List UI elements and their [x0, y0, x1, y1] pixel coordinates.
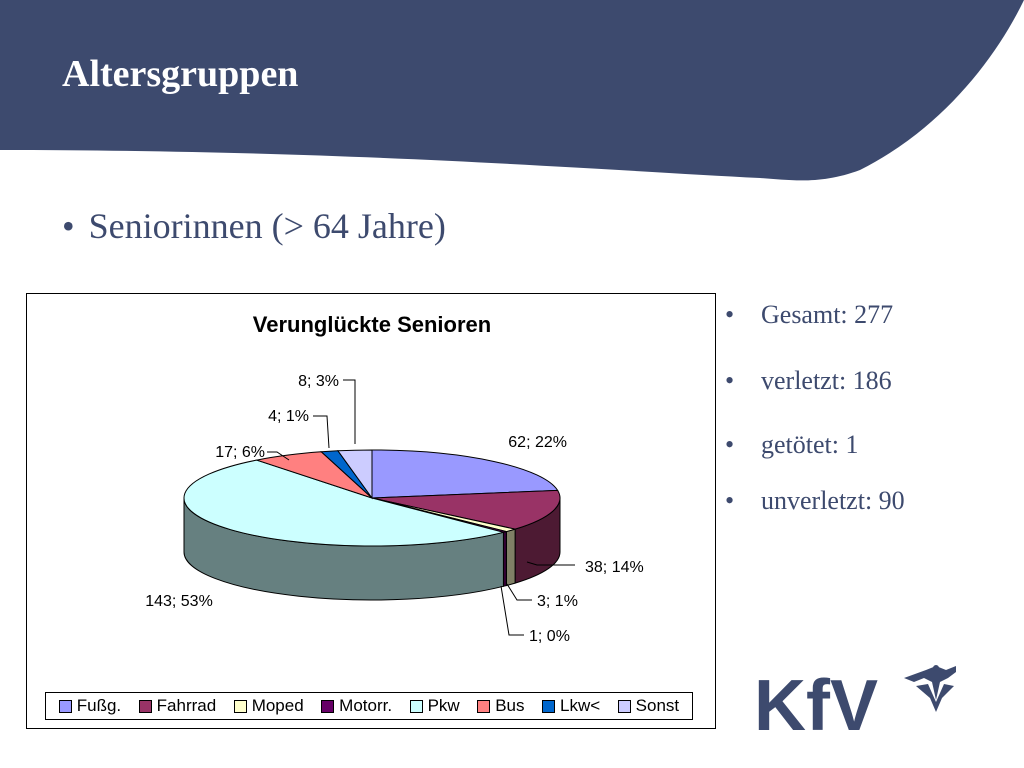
bullet-dot: • — [725, 366, 735, 395]
chart-legend: Fußg. Fahrrad Moped Motorr. Pkw Bus Lkw< Sonst — [45, 692, 693, 720]
legend-label: Fußg. — [76, 696, 122, 715]
legend-item: Sonst — [617, 696, 680, 716]
data-label: 143; 53% — [145, 593, 213, 610]
stat-text: verletzt: 186 — [761, 366, 892, 395]
kfv-logo: KfV — [754, 665, 956, 734]
stat-text: Gesamt: 277 — [761, 300, 894, 329]
stat-gesamt: • Gesamt: 277 — [725, 300, 893, 330]
data-label: 62; 22% — [508, 434, 567, 451]
leader-line — [526, 561, 575, 566]
legend-swatch — [477, 699, 491, 713]
legend-label: Fahrrad — [156, 696, 217, 715]
data-label: 8; 3% — [298, 373, 339, 390]
legend-label: Motorr. — [339, 696, 393, 715]
stat-unverletzt: • unverletzt: 90 — [725, 486, 905, 516]
bullet-dot: • — [725, 430, 735, 459]
stat-text: unverletzt: 90 — [761, 486, 905, 515]
data-label: 1; 0% — [529, 628, 570, 645]
stat-getoetet: • getötet: 1 — [725, 430, 858, 460]
data-label: 4; 1% — [268, 408, 309, 425]
legend-item: Lkw< — [542, 696, 600, 716]
pie-slice-side-Moped — [505, 528, 516, 587]
leader-line — [313, 415, 330, 449]
stat-verletzt: • verletzt: 186 — [725, 366, 892, 396]
legend-swatch — [138, 699, 152, 713]
chart-title: Verunglückte Senioren — [252, 312, 492, 337]
pie-chart: 62; 22% 38; 14% 3; 1% 1; 0% 143; 53% 17; 6% 4;… — [145, 373, 644, 645]
bullet-dot: • — [725, 486, 735, 515]
legend-item: Moped — [233, 696, 304, 716]
slide-title: Altersgruppen — [62, 53, 299, 95]
leader-line — [506, 583, 532, 601]
legend-swatch — [409, 699, 423, 713]
legend-swatch — [58, 699, 72, 713]
main-bullet-text: Seniorinnen (> 64 Jahre) — [88, 206, 446, 246]
legend-swatch — [617, 699, 631, 713]
legend-swatch — [321, 699, 335, 713]
pie-slice-Fußg. — [371, 449, 559, 499]
legend-swatch — [542, 699, 555, 713]
title-banner — [0, 0, 1024, 181]
leader-line — [343, 379, 356, 444]
bullet-dot: • — [62, 206, 75, 246]
stat-text: getötet: 1 — [761, 430, 859, 459]
legend-item: Pkw — [409, 696, 460, 716]
leader-line — [500, 585, 524, 636]
chart-panel: 62; 22% 38; 14% 3; 1% 1; 0% 143; 53% 17; 6% 4;… — [26, 293, 716, 729]
legend-label: Bus — [495, 696, 525, 715]
legend-swatch — [233, 699, 247, 713]
data-label: 17; 6% — [215, 444, 265, 461]
legend-label: Pkw — [427, 696, 460, 715]
data-label: 38; 14% — [585, 559, 644, 576]
legend-item: Bus — [477, 696, 525, 716]
logo-text: KfV — [754, 666, 878, 734]
bullet-dot: • — [725, 300, 735, 329]
leader-line — [267, 451, 290, 461]
legend-item: Motorr. — [321, 696, 392, 716]
legend-label: Moped — [251, 696, 304, 715]
eagle-icon — [904, 665, 956, 712]
data-label: 3; 1% — [537, 593, 578, 610]
legend-label: Sonst — [635, 696, 680, 715]
main-bullet: • Seniorinnen (> 64 Jahre) — [62, 205, 446, 247]
pie-slice-Pkw — [183, 459, 504, 547]
legend-item: Fahrrad — [138, 696, 217, 716]
legend-label: Lkw< — [560, 696, 601, 715]
pie-slice-Fahrrad — [371, 489, 561, 530]
pie-slice-Sonst — [337, 449, 373, 500]
legend-item: Fußg. — [58, 696, 122, 716]
